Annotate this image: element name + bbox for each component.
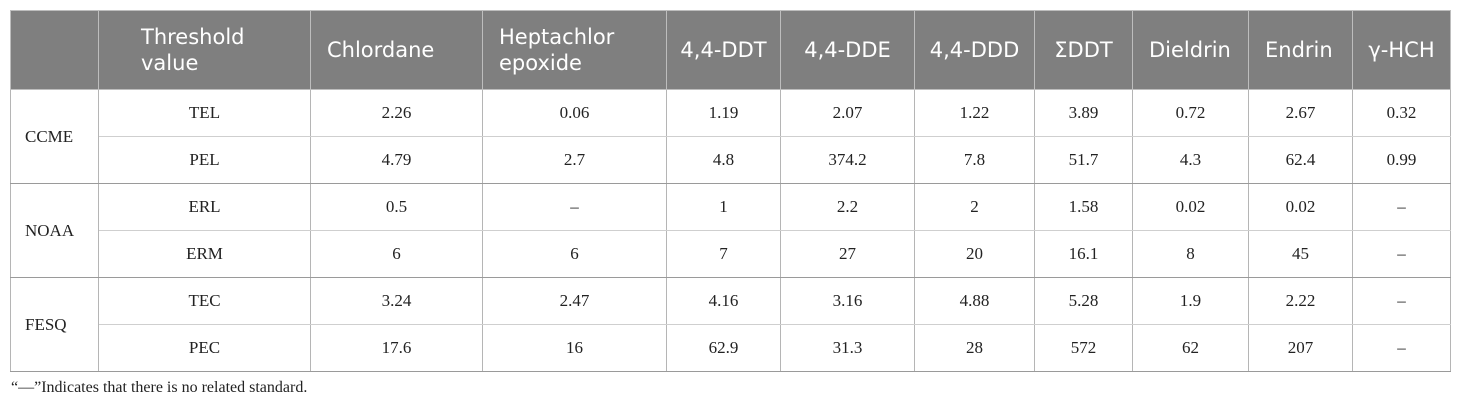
value-cell: 2.7 bbox=[482, 136, 667, 184]
table-row: PEC 17.6 16 62.9 31.3 28 572 62 207– bbox=[11, 324, 1451, 372]
value-cell: 1.22 bbox=[914, 89, 1035, 137]
table-row: ERM 6 6 7 27 20 16.1 8 45– bbox=[11, 230, 1451, 278]
value-cell: 1.9 bbox=[1132, 277, 1249, 325]
value-cell: 207 bbox=[1248, 324, 1353, 372]
value-cell: 4.3 bbox=[1132, 136, 1249, 184]
value-cell: – bbox=[1352, 183, 1451, 231]
value-cell: 6 bbox=[482, 230, 667, 278]
value-cell: 7 bbox=[666, 230, 781, 278]
value-cell: 1 bbox=[666, 183, 781, 231]
value-cell: 3.89 bbox=[1034, 89, 1133, 137]
value-cell: 28 bbox=[914, 324, 1035, 372]
header-cell: 4,4-DDT bbox=[666, 10, 781, 90]
threshold-label-cell: TEC bbox=[98, 277, 311, 325]
value-cell: 2.26 bbox=[310, 89, 483, 137]
header-cell: Endrin bbox=[1248, 10, 1353, 90]
value-cell: 2 bbox=[914, 183, 1035, 231]
value-cell: 0.72 bbox=[1132, 89, 1249, 137]
value-cell: 2.47 bbox=[482, 277, 667, 325]
value-cell: 0.32 bbox=[1352, 89, 1451, 137]
value-cell: 2.07 bbox=[780, 89, 915, 137]
value-cell: – bbox=[1352, 277, 1451, 325]
value-cell: 6 bbox=[310, 230, 483, 278]
value-cell: 4.8 bbox=[666, 136, 781, 184]
value-cell: 51.7 bbox=[1034, 136, 1133, 184]
value-cell: 62.4 bbox=[1248, 136, 1353, 184]
threshold-label-cell: PEC bbox=[98, 324, 311, 372]
value-cell: 572 bbox=[1034, 324, 1133, 372]
value-cell: 8 bbox=[1132, 230, 1249, 278]
value-cell: 17.6 bbox=[310, 324, 483, 372]
header-row: Threshold value Chlordane Heptachlor epoxi… bbox=[10, 10, 1451, 90]
header-cell: Chlordane bbox=[310, 10, 483, 90]
value-cell: 0.02 bbox=[1132, 183, 1249, 231]
value-cell: 31.3 bbox=[780, 324, 915, 372]
header-cell: 4,4-DDE bbox=[780, 10, 915, 90]
header-cell: γ-HCH bbox=[1352, 10, 1451, 90]
header-cell: Threshold value bbox=[98, 10, 311, 90]
value-cell: 2.22 bbox=[1248, 277, 1353, 325]
value-cell: 2.67 bbox=[1248, 89, 1353, 137]
group-label: NOAA bbox=[10, 183, 99, 278]
threshold-label-cell: ERL bbox=[98, 183, 311, 231]
value-cell: – bbox=[1352, 324, 1451, 372]
group-label: FESQ bbox=[10, 277, 99, 372]
threshold-table: Threshold value Chlordane Heptachlor epoxi… bbox=[10, 10, 1451, 372]
value-cell: 0.02 bbox=[1248, 183, 1353, 231]
value-cell: – bbox=[482, 183, 667, 231]
table-row: NOAA ERL 0.5–1 2.2 2 1.58 0.02 0.02– bbox=[10, 183, 1451, 278]
value-cell: 27 bbox=[780, 230, 915, 278]
header-cell: Heptachlor epoxide bbox=[482, 10, 667, 90]
value-cell: 0.06 bbox=[482, 89, 667, 137]
value-cell: 0.99 bbox=[1352, 136, 1451, 184]
table-body: CCME TEL 2.26 0.06 1.19 2.07 1.22 3.89 0.72 2.67 0… bbox=[10, 89, 1451, 372]
table-row: PEL 4.79 2.7 4.8 374.2 7.8 51.7 4.3 62.4 0.99 bbox=[11, 136, 1451, 184]
table-row: CCME TEL 2.26 0.06 1.19 2.07 1.22 3.89 0.72 2.67 0… bbox=[10, 89, 1451, 184]
value-cell: 16 bbox=[482, 324, 667, 372]
value-cell: 3.16 bbox=[780, 277, 915, 325]
group-label: CCME bbox=[10, 89, 99, 184]
value-cell: 3.24 bbox=[310, 277, 483, 325]
header-cell: ΣDDT bbox=[1034, 10, 1133, 90]
value-cell: 0.5 bbox=[310, 183, 483, 231]
threshold-label-cell: PEL bbox=[98, 136, 311, 184]
value-cell: 4.79 bbox=[310, 136, 483, 184]
value-cell: 20 bbox=[914, 230, 1035, 278]
value-cell: 2.2 bbox=[780, 183, 915, 231]
value-cell: 1.58 bbox=[1034, 183, 1133, 231]
value-cell: 62.9 bbox=[666, 324, 781, 372]
threshold-label-cell: TEL bbox=[98, 89, 311, 137]
value-cell: 45 bbox=[1248, 230, 1353, 278]
value-cell: – bbox=[1352, 230, 1451, 278]
table-container: Threshold value Chlordane Heptachlor epoxi… bbox=[10, 10, 1451, 397]
header-cell: Dieldrin bbox=[1132, 10, 1249, 90]
value-cell: 4.88 bbox=[914, 277, 1035, 325]
value-cell: 16.1 bbox=[1034, 230, 1133, 278]
table-footnote: “—”Indicates that there is no related st… bbox=[11, 379, 308, 396]
value-cell: 4.16 bbox=[666, 277, 781, 325]
header-cell-blank bbox=[10, 10, 99, 90]
header-cell: 4,4-DDD bbox=[914, 10, 1035, 90]
threshold-label-cell: ERM bbox=[98, 230, 311, 278]
value-cell: 7.8 bbox=[914, 136, 1035, 184]
value-cell: 5.28 bbox=[1034, 277, 1133, 325]
table-row: FESQ TEC 3.24 2.47 4.16 3.16 4.88 5.28 1.9 2.22– bbox=[10, 277, 1451, 372]
value-cell: 374.2 bbox=[780, 136, 915, 184]
value-cell: 1.19 bbox=[666, 89, 781, 137]
value-cell: 62 bbox=[1132, 324, 1249, 372]
